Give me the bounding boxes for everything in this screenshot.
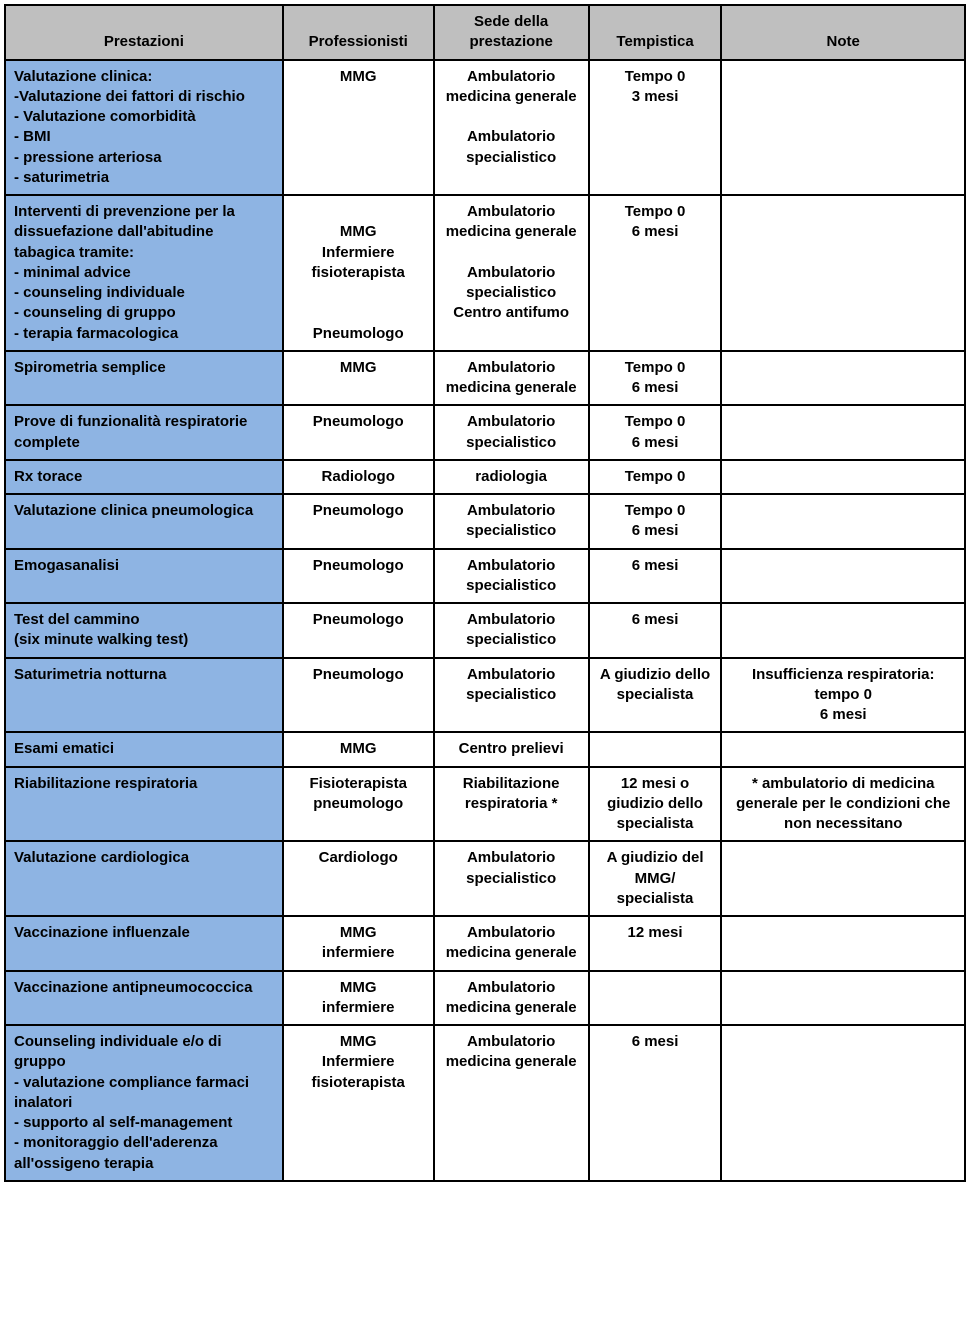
- table-row: Interventi di prevenzione per la dissuef…: [5, 195, 965, 351]
- cell-professionisti: MMG: [283, 60, 434, 196]
- cell-note: [721, 60, 965, 196]
- cell-tempistica: 6 mesi: [589, 549, 722, 604]
- table-row: Vaccinazione antipneumococcicaMMG inferm…: [5, 971, 965, 1026]
- cell-prestazioni: Vaccinazione influenzale: [5, 916, 283, 971]
- cell-prestazioni: Emogasanalisi: [5, 549, 283, 604]
- table-row: EmogasanalisiPneumologoAmbulatorio speci…: [5, 549, 965, 604]
- cell-prestazioni: Riabilitazione respiratoria: [5, 767, 283, 842]
- cell-note: [721, 971, 965, 1026]
- cell-sede: Ambulatorio specialistico: [434, 658, 589, 733]
- cell-tempistica: Tempo 0 6 mesi: [589, 195, 722, 351]
- table-row: Riabilitazione respiratoriaFisioterapist…: [5, 767, 965, 842]
- cell-professionisti: Pneumologo: [283, 494, 434, 549]
- cell-professionisti: Fisioterapista pneumologo: [283, 767, 434, 842]
- table-row: Saturimetria notturnaPneumologoAmbulator…: [5, 658, 965, 733]
- cell-sede: Riabilitazione respiratoria *: [434, 767, 589, 842]
- cell-professionisti: Pneumologo: [283, 658, 434, 733]
- table-row: Rx toraceRadiologoradiologiaTempo 0: [5, 460, 965, 494]
- cell-prestazioni: Rx torace: [5, 460, 283, 494]
- cell-prestazioni: Vaccinazione antipneumococcica: [5, 971, 283, 1026]
- cell-prestazioni: Saturimetria notturna: [5, 658, 283, 733]
- cell-professionisti: MMG: [283, 732, 434, 766]
- cell-prestazioni: Prove di funzionalità respiratorie compl…: [5, 405, 283, 460]
- cell-note: [721, 460, 965, 494]
- cell-tempistica: [589, 732, 722, 766]
- cell-sede: Ambulatorio specialistico: [434, 841, 589, 916]
- cell-note: [721, 494, 965, 549]
- cell-note: [721, 732, 965, 766]
- cell-prestazioni: Valutazione clinica: -Valutazione dei fa…: [5, 60, 283, 196]
- table-body: Valutazione clinica: -Valutazione dei fa…: [5, 60, 965, 1181]
- cell-note: [721, 1025, 965, 1181]
- cell-note: [721, 603, 965, 658]
- cell-note: [721, 351, 965, 406]
- table-row: Prove di funzionalità respiratorie compl…: [5, 405, 965, 460]
- table-row: Test del cammino (six minute walking tes…: [5, 603, 965, 658]
- cell-professionisti: MMG: [283, 351, 434, 406]
- cell-tempistica: A giudizio del MMG/ specialista: [589, 841, 722, 916]
- header-tempistica: Tempistica: [589, 5, 722, 60]
- cell-note: [721, 841, 965, 916]
- cell-tempistica: Tempo 0: [589, 460, 722, 494]
- cell-tempistica: Tempo 0 6 mesi: [589, 351, 722, 406]
- cell-note: Insufficienza respiratoria: tempo 0 6 me…: [721, 658, 965, 733]
- cell-professionisti: MMG infermiere: [283, 971, 434, 1026]
- cell-professionisti: Pneumologo: [283, 549, 434, 604]
- cell-tempistica: 6 mesi: [589, 603, 722, 658]
- table-row: Vaccinazione influenzaleMMG infermiereAm…: [5, 916, 965, 971]
- cell-sede: Ambulatorio medicina generale: [434, 351, 589, 406]
- cell-professionisti: MMG infermiere: [283, 916, 434, 971]
- cell-tempistica: [589, 971, 722, 1026]
- cell-prestazioni: Counseling individuale e/o di gruppo - v…: [5, 1025, 283, 1181]
- cell-professionisti: MMG Infermiere fisioterapista: [283, 1025, 434, 1181]
- cell-tempistica: A giudizio dello specialista: [589, 658, 722, 733]
- cell-note: * ambulatorio di medicina generale per l…: [721, 767, 965, 842]
- cell-note: [721, 549, 965, 604]
- table-row: Valutazione clinica: -Valutazione dei fa…: [5, 60, 965, 196]
- cell-prestazioni: Spirometria semplice: [5, 351, 283, 406]
- cell-sede: Ambulatorio medicina generale: [434, 971, 589, 1026]
- table-row: Valutazione clinica pneumologicaPneumolo…: [5, 494, 965, 549]
- cell-sede: Ambulatorio specialistico: [434, 549, 589, 604]
- cell-prestazioni: Esami ematici: [5, 732, 283, 766]
- table-header: Prestazioni Professionisti Sede della pr…: [5, 5, 965, 60]
- table-row: Esami ematiciMMGCentro prelievi: [5, 732, 965, 766]
- cell-professionisti: Cardiologo: [283, 841, 434, 916]
- cell-sede: Ambulatorio specialistico: [434, 405, 589, 460]
- cell-sede: Ambulatorio specialistico: [434, 494, 589, 549]
- cell-sede: radiologia: [434, 460, 589, 494]
- cell-sede: Ambulatorio medicina generale Ambulatori…: [434, 195, 589, 351]
- table-row: Counseling individuale e/o di gruppo - v…: [5, 1025, 965, 1181]
- cell-tempistica: Tempo 0 3 mesi: [589, 60, 722, 196]
- cell-sede: Centro prelievi: [434, 732, 589, 766]
- cell-professionisti: MMG Infermiere fisioterapista Pneumologo: [283, 195, 434, 351]
- header-prestazioni: Prestazioni: [5, 5, 283, 60]
- cell-sede: Ambulatorio medicina generale: [434, 916, 589, 971]
- cell-sede: Ambulatorio medicina generale: [434, 1025, 589, 1181]
- cell-prestazioni: Test del cammino (six minute walking tes…: [5, 603, 283, 658]
- header-note: Note: [721, 5, 965, 60]
- cell-tempistica: Tempo 0 6 mesi: [589, 405, 722, 460]
- cell-prestazioni: Valutazione cardiologica: [5, 841, 283, 916]
- table-row: Spirometria sempliceMMGAmbulatorio medic…: [5, 351, 965, 406]
- table-row: Valutazione cardiologicaCardiologoAmbula…: [5, 841, 965, 916]
- cell-professionisti: Radiologo: [283, 460, 434, 494]
- cell-note: [721, 195, 965, 351]
- prestazioni-table: Prestazioni Professionisti Sede della pr…: [4, 4, 966, 1182]
- cell-tempistica: Tempo 0 6 mesi: [589, 494, 722, 549]
- cell-professionisti: Pneumologo: [283, 603, 434, 658]
- cell-tempistica: 6 mesi: [589, 1025, 722, 1181]
- cell-tempistica: 12 mesi o giudizio dello specialista: [589, 767, 722, 842]
- cell-sede: Ambulatorio medicina generale Ambulatori…: [434, 60, 589, 196]
- cell-prestazioni: Valutazione clinica pneumologica: [5, 494, 283, 549]
- cell-professionisti: Pneumologo: [283, 405, 434, 460]
- header-sede: Sede della prestazione: [434, 5, 589, 60]
- cell-note: [721, 405, 965, 460]
- cell-tempistica: 12 mesi: [589, 916, 722, 971]
- cell-note: [721, 916, 965, 971]
- cell-sede: Ambulatorio specialistico: [434, 603, 589, 658]
- header-professionisti: Professionisti: [283, 5, 434, 60]
- cell-prestazioni: Interventi di prevenzione per la dissuef…: [5, 195, 283, 351]
